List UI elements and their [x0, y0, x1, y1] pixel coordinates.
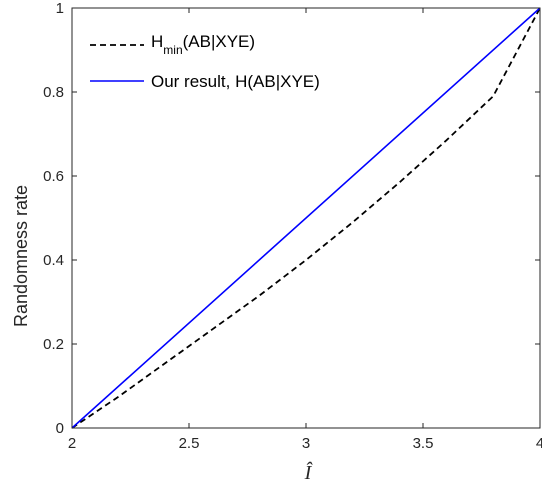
- legend-label-hmin: Hmin(AB|XYE): [151, 32, 255, 57]
- x-tick-label: 3.5: [413, 435, 434, 452]
- y-tick-label: 0.8: [43, 84, 64, 101]
- x-tick-label: 2.5: [179, 435, 200, 452]
- x-tick-label: 4: [536, 435, 542, 452]
- series-line-2: [71, 7, 541, 429]
- series-line-1: [71, 7, 541, 429]
- y-tick-label: 1: [56, 0, 64, 17]
- legend: Hmin(AB|XYE) Our result, H(AB|XYE): [90, 32, 320, 91]
- x-tick-label: 2: [68, 435, 76, 452]
- y-tick-label: 0.2: [43, 336, 64, 353]
- series-layer: [71, 7, 541, 429]
- y-tick-label: 0.4: [43, 252, 64, 269]
- y-tick-label: 0.6: [43, 168, 64, 185]
- x-tick-label: 3: [302, 435, 310, 452]
- axes-layer: 2 2.5 3 3.5 4 0 0.2 0.4 0.6 0.8 1: [43, 0, 542, 452]
- y-axis-label: Randomness rate: [11, 185, 31, 327]
- legend-label-our-result: Our result, H(AB|XYE): [151, 72, 320, 91]
- x-axis-label: Î: [304, 461, 313, 484]
- y-tick-label: 0: [56, 420, 64, 437]
